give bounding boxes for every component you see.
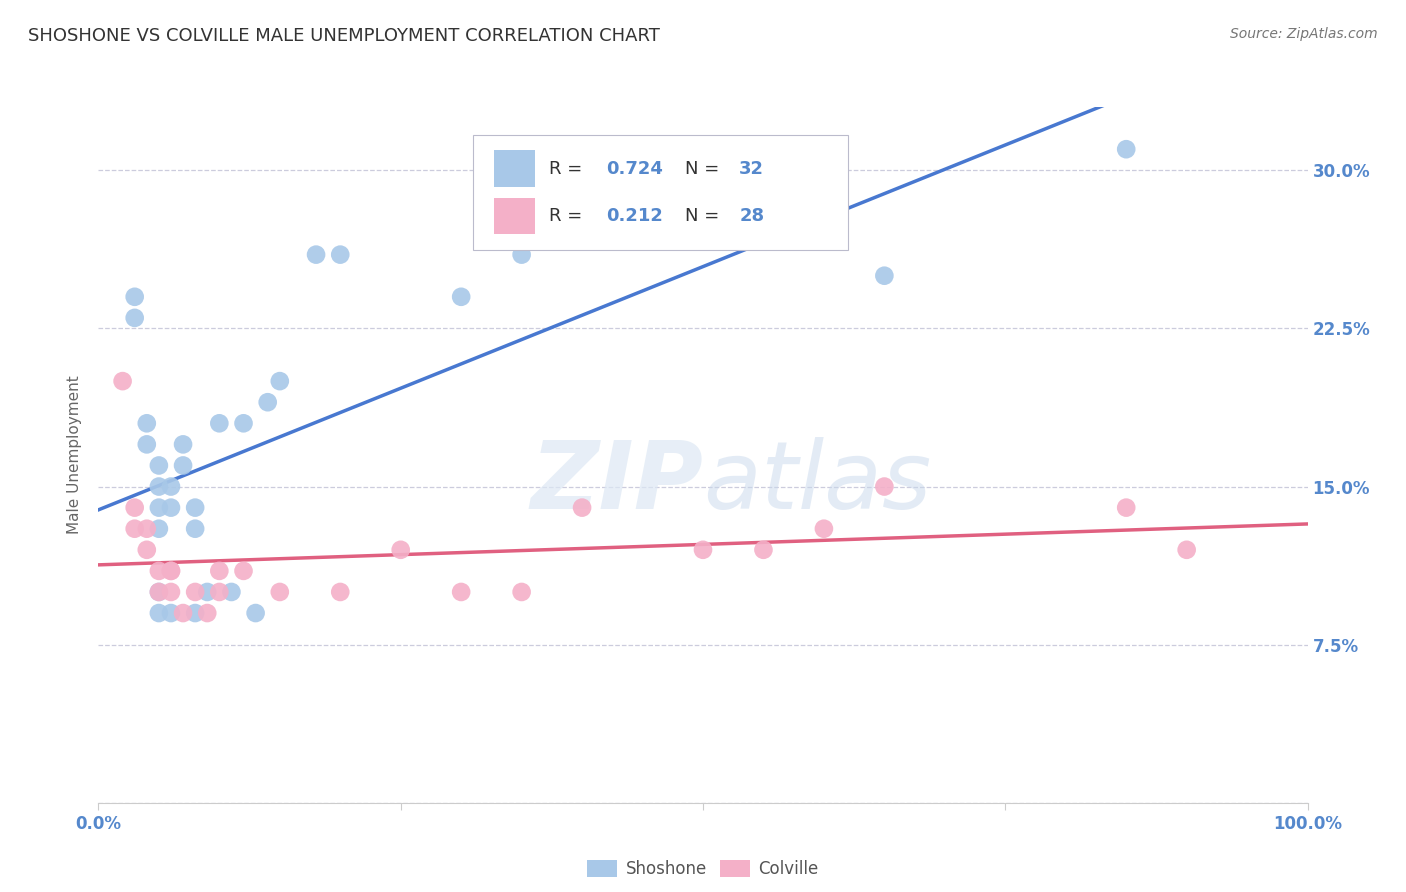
Text: Source: ZipAtlas.com: Source: ZipAtlas.com (1230, 27, 1378, 41)
FancyBboxPatch shape (474, 135, 848, 250)
Point (873, 268, 896, 283)
Text: 0.212: 0.212 (606, 207, 664, 225)
Point (329, 247, 352, 261)
Point (1175, 542, 1198, 557)
Point (135, 417, 157, 431)
Text: N =: N = (685, 160, 725, 178)
Point (124, 290, 146, 304)
Point (450, 585, 472, 599)
Point (208, 585, 231, 599)
Text: ZIP: ZIP (530, 437, 703, 529)
Point (329, 585, 352, 599)
Point (148, 564, 170, 578)
Point (1115, 142, 1137, 156)
Point (184, 522, 207, 536)
Point (389, 542, 412, 557)
Point (160, 564, 183, 578)
Point (245, 606, 267, 620)
Point (160, 564, 183, 578)
FancyBboxPatch shape (494, 198, 534, 234)
Point (172, 458, 194, 473)
Point (124, 522, 146, 536)
Point (160, 585, 183, 599)
Point (160, 606, 183, 620)
Point (208, 417, 231, 431)
Point (232, 417, 254, 431)
Point (571, 500, 593, 515)
Point (692, 185, 714, 199)
Point (232, 564, 254, 578)
Point (148, 522, 170, 536)
Point (256, 395, 278, 409)
Point (135, 437, 157, 451)
Point (160, 500, 183, 515)
Legend: Shoshone, Colville: Shoshone, Colville (581, 854, 825, 885)
Point (510, 247, 533, 261)
Text: 0.724: 0.724 (606, 160, 664, 178)
Point (160, 479, 183, 493)
Text: 32: 32 (740, 160, 765, 178)
Y-axis label: Male Unemployment: Male Unemployment (67, 376, 83, 534)
Point (111, 374, 134, 388)
Point (135, 542, 157, 557)
Point (873, 479, 896, 493)
Point (148, 479, 170, 493)
Point (184, 500, 207, 515)
Point (148, 606, 170, 620)
Point (269, 585, 291, 599)
Point (124, 310, 146, 325)
Point (510, 585, 533, 599)
Point (148, 585, 170, 599)
Text: R =: R = (550, 207, 589, 225)
Point (195, 606, 218, 620)
Text: SHOSHONE VS COLVILLE MALE UNEMPLOYMENT CORRELATION CHART: SHOSHONE VS COLVILLE MALE UNEMPLOYMENT C… (28, 27, 659, 45)
Point (148, 458, 170, 473)
Point (172, 437, 194, 451)
Point (305, 247, 328, 261)
Point (208, 564, 231, 578)
Point (184, 585, 207, 599)
Point (148, 500, 170, 515)
Text: R =: R = (550, 160, 589, 178)
Point (269, 374, 291, 388)
Point (195, 585, 218, 599)
Point (450, 290, 472, 304)
Point (813, 522, 835, 536)
Point (692, 542, 714, 557)
Point (1115, 500, 1137, 515)
Text: atlas: atlas (703, 437, 931, 528)
Point (148, 585, 170, 599)
Point (135, 522, 157, 536)
Point (124, 500, 146, 515)
Text: N =: N = (685, 207, 725, 225)
Point (221, 585, 243, 599)
FancyBboxPatch shape (494, 151, 534, 186)
Point (184, 606, 207, 620)
Point (172, 606, 194, 620)
Text: 28: 28 (740, 207, 765, 225)
Point (752, 542, 775, 557)
